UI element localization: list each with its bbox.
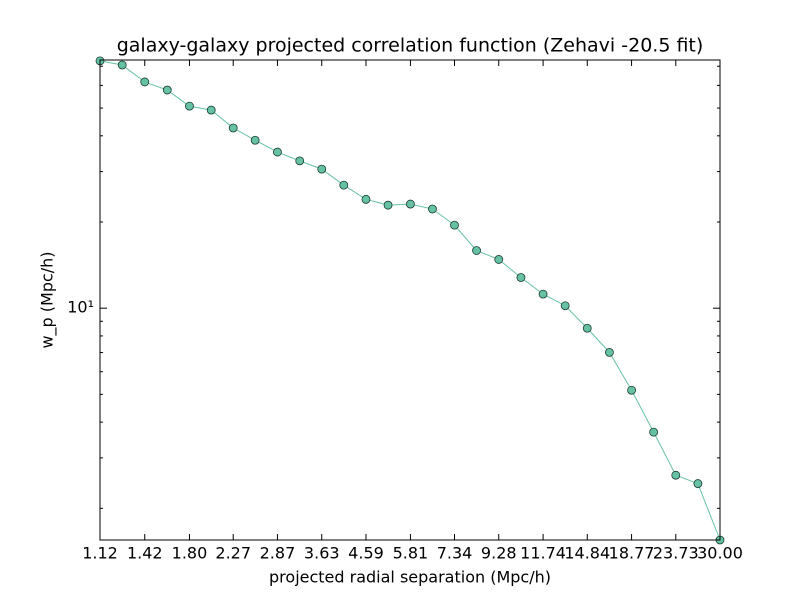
data-point [361, 194, 371, 204]
x-tick-label: 1.42 [127, 544, 163, 563]
data-point [494, 255, 504, 264]
data-point [582, 323, 592, 333]
data-point [516, 273, 526, 282]
data-point [117, 60, 127, 70]
y-axis-label: w_p (Mpc/h) [38, 251, 58, 348]
data-point [406, 199, 415, 209]
data-point [185, 101, 194, 111]
x-tick-label: 18.77 [609, 544, 655, 563]
x-axis-label: projected radial separation (Mpc/h) [269, 568, 551, 587]
data-point [339, 180, 349, 190]
data-point [693, 479, 703, 488]
x-tick-label: 5.81 [393, 544, 429, 563]
data-point [450, 220, 459, 230]
x-tick-label: 14.84 [564, 544, 610, 563]
data-point [383, 200, 393, 210]
data-point [162, 85, 172, 95]
x-tick-label: 11.74 [520, 544, 566, 563]
data-point [317, 164, 327, 174]
data-point [605, 347, 614, 357]
x-tick-label: 2.87 [260, 544, 296, 563]
x-tick-label: 2.27 [215, 544, 251, 563]
x-tick-label: 23.73 [653, 544, 699, 563]
data-point [273, 147, 282, 157]
x-tick-label: 1.80 [172, 544, 208, 563]
x-tick-label: 1.12 [82, 544, 118, 563]
x-tick-label: 4.59 [348, 544, 384, 563]
data-point [649, 427, 659, 437]
x-tick-label: 3.63 [304, 544, 340, 563]
x-tick-label: 9.28 [481, 544, 517, 563]
x-tick-label: 30.00 [697, 544, 743, 563]
y-tick-label: 10¹ [67, 298, 94, 317]
x-tick-label: 7.34 [437, 544, 473, 563]
chart-title: galaxy-galaxy projected correlation func… [117, 35, 704, 57]
data-point [250, 135, 260, 145]
data-point [295, 156, 305, 166]
data-point [228, 123, 238, 133]
data-point [627, 385, 636, 395]
data-point [560, 301, 570, 311]
data-point [140, 77, 150, 87]
data-point [671, 470, 681, 480]
plot-frame [99, 59, 721, 541]
data-point [206, 105, 216, 115]
data-point [538, 289, 548, 299]
data-point [472, 246, 481, 255]
data-point [428, 204, 437, 214]
